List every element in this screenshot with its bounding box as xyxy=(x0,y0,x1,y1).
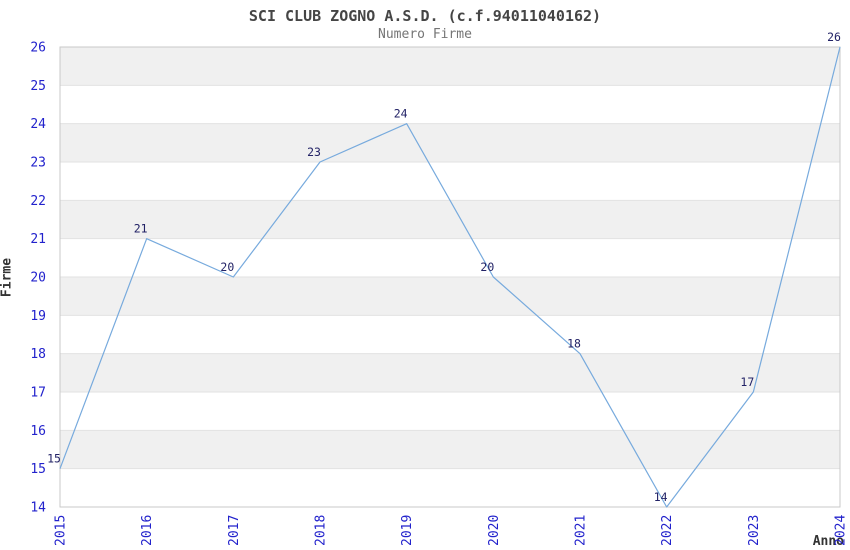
point-value-label: 24 xyxy=(394,107,408,121)
y-tick-label: 20 xyxy=(30,271,46,286)
point-value-label: 21 xyxy=(134,222,148,236)
y-tick-label: 22 xyxy=(30,194,46,209)
y-tick-label: 26 xyxy=(30,41,46,56)
plot-band xyxy=(60,430,840,469)
chart-subtitle: Numero Firme xyxy=(378,27,472,42)
point-value-label: 20 xyxy=(220,260,234,274)
point-value-label: 20 xyxy=(480,260,494,274)
y-tick-label: 16 xyxy=(30,424,46,439)
plot-band xyxy=(60,123,840,162)
plot-band xyxy=(60,392,840,431)
data-line xyxy=(59,46,841,508)
x-tick-label: 2018 xyxy=(314,515,329,546)
x-tick-label: 2015 xyxy=(54,515,69,546)
point-value-label: 15 xyxy=(47,452,61,466)
y-tick-label: 21 xyxy=(30,232,46,247)
y-tick-label: 23 xyxy=(30,156,46,171)
y-tick-label: 24 xyxy=(30,117,46,132)
x-tick-label: 2016 xyxy=(140,515,155,546)
chart-title: SCI CLUB ZOGNO A.S.D. (c.f.94011040162) xyxy=(248,7,602,25)
y-tick-label: 17 xyxy=(30,386,46,401)
y-tick-label: 14 xyxy=(30,501,46,516)
point-value-label: 18 xyxy=(567,337,581,351)
x-tick-label: 2023 xyxy=(747,515,762,546)
plot-band xyxy=(60,315,840,354)
x-tick-label: 2019 xyxy=(400,515,415,546)
point-value-label: 14 xyxy=(654,490,668,504)
x-tick-label: 2017 xyxy=(227,515,242,546)
plot-band xyxy=(60,47,840,86)
y-tick-label: 15 xyxy=(30,462,46,477)
y-tick-label: 18 xyxy=(30,347,46,362)
x-tick-label: 2022 xyxy=(660,515,675,546)
point-value-label: 23 xyxy=(307,145,321,159)
x-axis-title: Anno xyxy=(812,534,844,549)
plot-band xyxy=(60,200,840,239)
y-tick-label: 25 xyxy=(30,79,46,94)
x-tick-label: 2024 xyxy=(834,515,849,546)
plot-band xyxy=(60,238,840,277)
plot-band xyxy=(60,277,840,316)
point-value-label: 26 xyxy=(827,30,841,44)
x-tick-label: 2021 xyxy=(574,515,589,546)
plot-border xyxy=(59,46,841,508)
plot-band xyxy=(60,353,840,392)
plot-band xyxy=(60,468,840,507)
plot-band xyxy=(60,85,840,124)
plot-band xyxy=(60,162,840,201)
y-tick-label: 19 xyxy=(30,309,46,324)
point-value-label: 17 xyxy=(740,375,754,389)
x-tick-label: 2020 xyxy=(487,515,502,546)
